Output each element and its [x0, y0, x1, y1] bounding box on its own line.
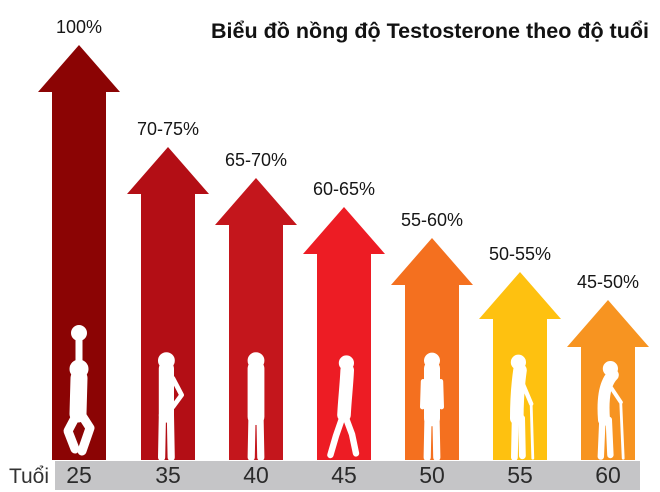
column-age-40: 65-70% 40	[215, 150, 297, 488]
column-age-35: 70-75% 35	[127, 119, 209, 488]
column-age-45: 60-65% 45	[303, 179, 385, 488]
age-tick-45: 45	[331, 462, 357, 488]
value-label-age-25: 100%	[56, 17, 102, 37]
value-label-age-60: 45-50%	[577, 272, 639, 292]
age-tick-35: 35	[155, 462, 181, 488]
age-tick-50: 50	[419, 462, 445, 488]
value-label-age-45: 60-65%	[313, 179, 375, 199]
standing-older-man-icon	[420, 352, 445, 462]
value-label-age-35: 70-75%	[137, 119, 199, 139]
column-age-55: 50-55% 55	[479, 244, 561, 488]
x-axis-label: Tuổi	[9, 465, 49, 488]
arrow-bar-age-40	[215, 178, 297, 460]
column-age-25: 100% 25	[38, 17, 120, 488]
chart-title: Biểu đồ nồng độ Testosterone theo độ tuổ…	[211, 19, 649, 43]
column-age-60: 45-50% 60	[567, 272, 649, 488]
value-label-age-50: 55-60%	[401, 210, 463, 230]
elderly-man-with-cane-icon	[510, 354, 535, 461]
age-tick-55: 55	[507, 462, 533, 488]
arrow-bar-age-25	[38, 45, 120, 460]
value-label-age-55: 50-55%	[489, 244, 551, 264]
jumping-basketball-player-icon	[63, 325, 95, 456]
arrow-bar-age-45	[303, 207, 385, 460]
column-age-50: 55-60% 50	[391, 210, 473, 488]
age-tick-25: 25	[66, 462, 92, 488]
age-tick-40: 40	[243, 462, 269, 488]
value-label-age-40: 65-70%	[225, 150, 287, 170]
standing-man-hands-in-pockets-icon	[247, 352, 265, 462]
arrow-bar-age-35	[127, 147, 209, 460]
hunched-elderly-man-with-cane-icon	[597, 361, 625, 460]
standing-man-hand-on-hip-icon	[158, 352, 185, 462]
age-tick-60: 60	[595, 462, 621, 488]
walking-man-icon	[327, 355, 360, 459]
age-axis-bar	[55, 461, 640, 490]
arrow-bar-age-50	[391, 238, 473, 460]
